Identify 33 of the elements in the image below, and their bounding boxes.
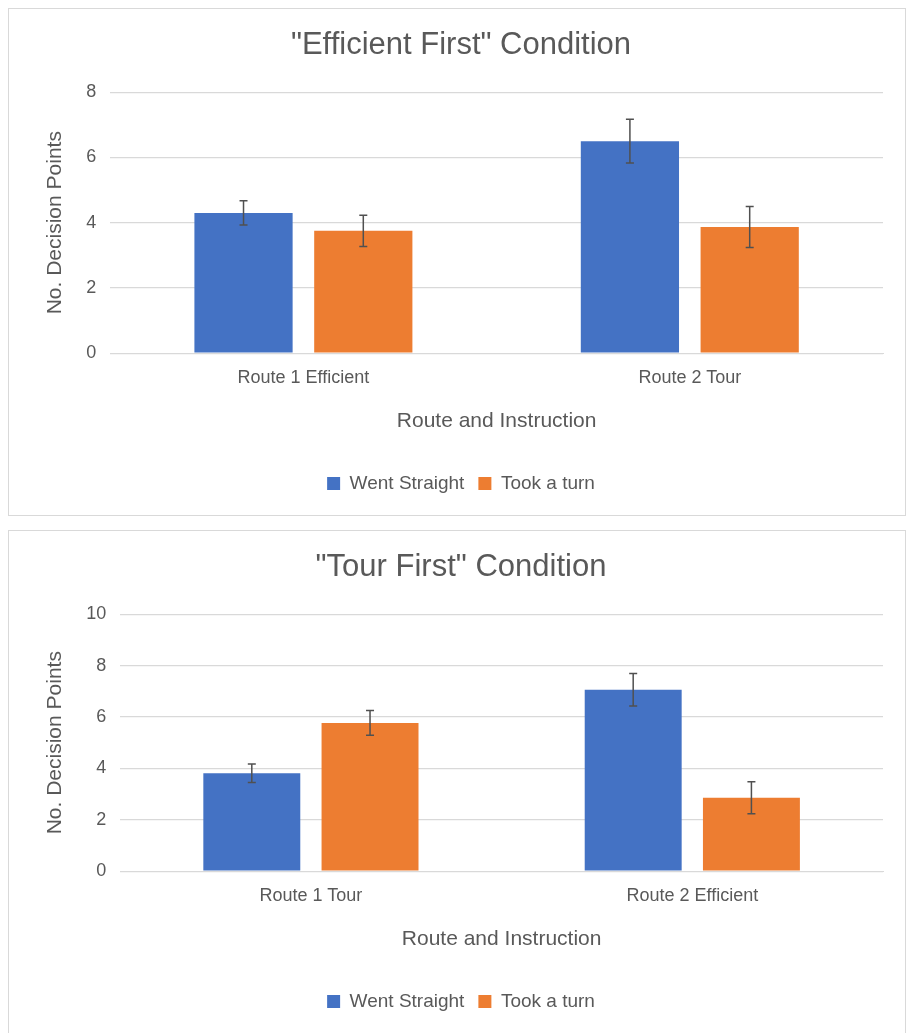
legend-label: Went Straight (349, 471, 466, 493)
bar (321, 722, 419, 871)
x-axis-title: Route and Instruction (396, 408, 597, 432)
y-tick-label: 8 (86, 81, 97, 102)
bar (314, 230, 413, 353)
y-tick-label: 0 (86, 342, 97, 363)
y-tick-label: 6 (86, 146, 97, 167)
y-tick-label: 10 (86, 603, 107, 624)
x-axis-title: Route and Instruction (401, 926, 602, 950)
legend-label: Took a turn (500, 471, 595, 493)
y-tick-label: 4 (86, 211, 97, 232)
chart-title: "Tour First" Condition (315, 548, 607, 584)
legend-label: Went Straight (349, 989, 466, 1011)
x-tick-label: Route 2 Tour (638, 366, 742, 387)
bar (580, 141, 680, 353)
x-tick-label: Route 1 Tour (259, 884, 363, 905)
y-tick-label: 6 (96, 705, 107, 726)
bar (584, 689, 682, 871)
y-axis-title: No. Decision Points (42, 651, 66, 835)
legend-label: Took a turn (500, 989, 595, 1011)
y-tick-label: 2 (96, 808, 107, 829)
y-tick-label: 0 (96, 860, 107, 881)
y-tick-label: 4 (96, 757, 107, 778)
bar (203, 773, 301, 871)
bar (702, 797, 800, 871)
bar (700, 226, 799, 353)
x-tick-label: Route 2 Efficient (626, 884, 759, 905)
y-tick-label: 8 (96, 654, 107, 675)
chart-title: "Efficient First" Condition (290, 26, 632, 62)
bar (194, 212, 293, 353)
y-tick-label: 2 (86, 276, 97, 297)
x-tick-label: Route 1 Efficient (237, 366, 370, 387)
y-axis-title: No. Decision Points (42, 131, 66, 315)
